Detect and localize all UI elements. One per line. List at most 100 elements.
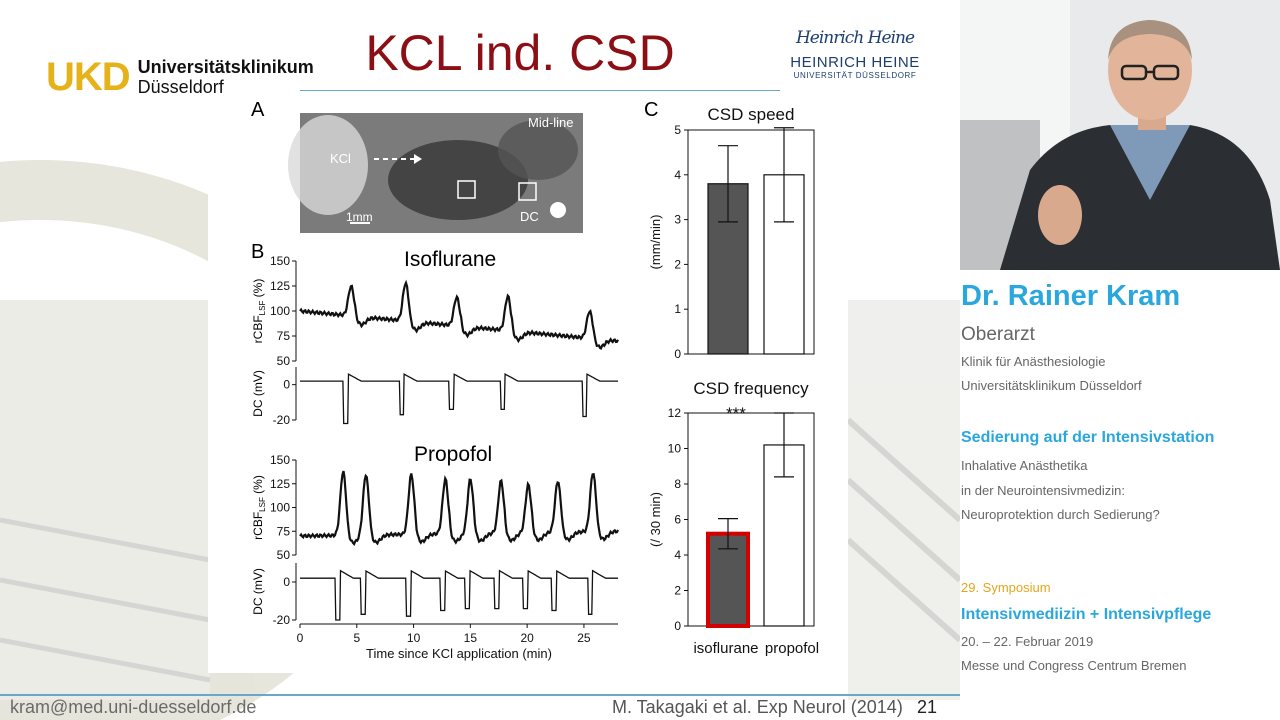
y-tick-label: 50	[277, 354, 291, 368]
ukd-logo-mark: UKD	[46, 54, 131, 99]
y-axis-label: (mm/min)	[648, 215, 663, 270]
y-axis-label-unit: (%)	[251, 475, 265, 497]
slide: UKD Universitätsklinikum Düsseldorf KCL …	[0, 25, 960, 720]
rcbf-trace-line	[299, 470, 619, 546]
x-tick-label: 25	[577, 631, 591, 645]
figure-panel: A B C Mid-line KCl DC 1mm Isoflurane	[208, 95, 848, 673]
conference-venue: Messe und Congress Centrum Bremen	[961, 658, 1187, 673]
bar-chart-4: CSD speed 0 1 2 3 4 5 (mm/min)	[648, 105, 815, 361]
y-tick-label: 0	[674, 619, 681, 633]
trace-panel-3: -20 0 DC (mV) 0 5 10 15 20 25 Time since KCl appl…	[251, 563, 618, 661]
y-axis-label-subscript: LSF	[258, 497, 267, 512]
building-background-image	[0, 160, 960, 720]
y-tick-label: 5	[674, 123, 681, 137]
panel-b-label: B	[251, 241, 264, 263]
isoflurane-trace-title: Isoflurane	[404, 248, 496, 271]
x-tick-label: 5	[353, 631, 360, 645]
micrograph-midline-label: Mid-line	[528, 115, 574, 130]
speaker-department: Klinik für Anästhesiologie	[961, 354, 1106, 369]
y-tick-label: 4	[674, 548, 681, 562]
speaker-institution: Universitätsklinikum Düsseldorf	[961, 378, 1142, 393]
micrograph-kcl-label: KCl	[330, 151, 351, 166]
micrograph-scale-label: 1mm	[346, 210, 373, 224]
figure-svg: A B C Mid-line KCl DC 1mm Isoflurane	[251, 99, 819, 661]
y-axis-label-main: rCBF	[251, 315, 265, 343]
talk-subtitle-line3: Neuroprotektion durch Sedierung?	[961, 507, 1160, 522]
y-axis-label: DC (mV)	[251, 568, 265, 615]
y-tick-label: 8	[674, 477, 681, 491]
y-tick-label: 3	[674, 213, 681, 227]
y-tick-label: 125	[270, 477, 290, 491]
y-tick-label: 75	[277, 524, 291, 538]
footer-email[interactable]: kram@med.uni-duesseldorf.de	[10, 697, 257, 717]
y-tick-label: 4	[674, 168, 681, 182]
propofol-trace-title: Propofol	[414, 443, 492, 466]
y-tick-label: 1	[674, 302, 681, 316]
y-tick-label: 0	[283, 378, 290, 392]
x-category-label: propofol	[765, 640, 819, 657]
talk-title: Sedierung auf der Intensivstation	[961, 429, 1215, 446]
ukd-logo-text: Universitätsklinikum Düsseldorf	[138, 57, 314, 97]
y-tick-label: 2	[674, 257, 681, 271]
y-tick-label: 100	[270, 501, 290, 515]
talk-subtitle-line1: Inhalative Anästhetika	[961, 458, 1088, 473]
x-category-label: isoflurane	[693, 640, 758, 657]
x-tick-label: 15	[464, 631, 478, 645]
speaker-sidebar: Dr. Rainer Kram Oberarzt Klinik für Anäs…	[960, 0, 1280, 720]
symposium-label: 29. Symposium	[961, 580, 1051, 595]
footer-citation: M. Takagaki et al. Exp Neurol (2014)	[612, 697, 903, 717]
y-tick-label: 100	[270, 304, 290, 318]
title-divider	[300, 90, 780, 91]
footer-divider	[0, 694, 960, 696]
bar-chart-title: CSD speed	[708, 105, 795, 124]
y-tick-label: -20	[273, 413, 291, 427]
y-axis-label-main: DC (mV)	[251, 370, 265, 417]
conference-dates: 20. – 22. Februar 2019	[961, 634, 1094, 649]
y-tick-label: 150	[270, 254, 290, 268]
y-axis-label-main: DC (mV)	[251, 568, 265, 615]
speaker-role: Oberarzt	[961, 324, 1035, 345]
y-tick-label: 10	[668, 442, 682, 456]
bar-chart-frame	[687, 129, 815, 355]
ukd-logo: UKD Universitätsklinikum Düsseldorf	[46, 54, 314, 99]
ukd-logo-line2: Düsseldorf	[137, 77, 224, 97]
dc-trace-line	[300, 372, 618, 425]
y-tick-label: 75	[277, 329, 291, 343]
y-axis-label-subscript: LSF	[258, 301, 267, 316]
bar-chart-5: CSD frequency 0 2 4 6 8 10 12 (/ 30 min) isoflura…	[648, 379, 819, 657]
speaker-name: Dr. Rainer Kram	[961, 280, 1181, 312]
dc-trace-line	[300, 569, 618, 621]
x-tick-label: 10	[407, 631, 421, 645]
x-tick-label: 20	[520, 631, 534, 645]
talk-subtitle-line2: in der Neurointensivmedizin:	[961, 483, 1126, 498]
hhu-logo-sub: UNIVERSITÄT DÜSSELDORF	[793, 71, 917, 80]
y-axis-label: rCBFLSF (%)	[251, 475, 267, 540]
y-axis-label: rCBFLSF (%)	[251, 279, 267, 344]
slide-title: KCL ind. CSD	[365, 25, 675, 81]
speaker-video-feed	[960, 0, 1280, 270]
y-axis-label: DC (mV)	[251, 370, 265, 417]
page-number: 21	[917, 697, 938, 717]
y-axis-label-main: rCBF	[251, 512, 265, 540]
panel-a-label: A	[251, 99, 265, 121]
y-tick-label: 12	[668, 406, 682, 420]
y-tick-label: -20	[273, 613, 291, 627]
hhu-logo: Heinrich Heine HEINRICH HEINE UNIVERSITÄ…	[780, 28, 930, 100]
x-tick-label: 0	[297, 631, 304, 645]
y-tick-label: 6	[674, 513, 681, 527]
y-tick-label: 2	[674, 584, 681, 598]
x-axis-label: Time since KCl application (min)	[366, 646, 552, 661]
significance-annotation: ***	[726, 404, 746, 423]
ukd-logo-line1: Universitätsklinikum	[137, 57, 314, 77]
y-tick-label: 150	[270, 453, 290, 467]
trace-panel-1: -20 0 DC (mV)	[251, 367, 618, 427]
y-tick-label: 0	[674, 347, 681, 361]
hhu-logo-name: HEINRICH HEINE	[790, 54, 920, 71]
micrograph-dc-label: DC	[520, 209, 539, 224]
panel-c-label: C	[644, 99, 658, 121]
conference-title: Intensivmediizin + Intensivpflege	[961, 606, 1212, 623]
